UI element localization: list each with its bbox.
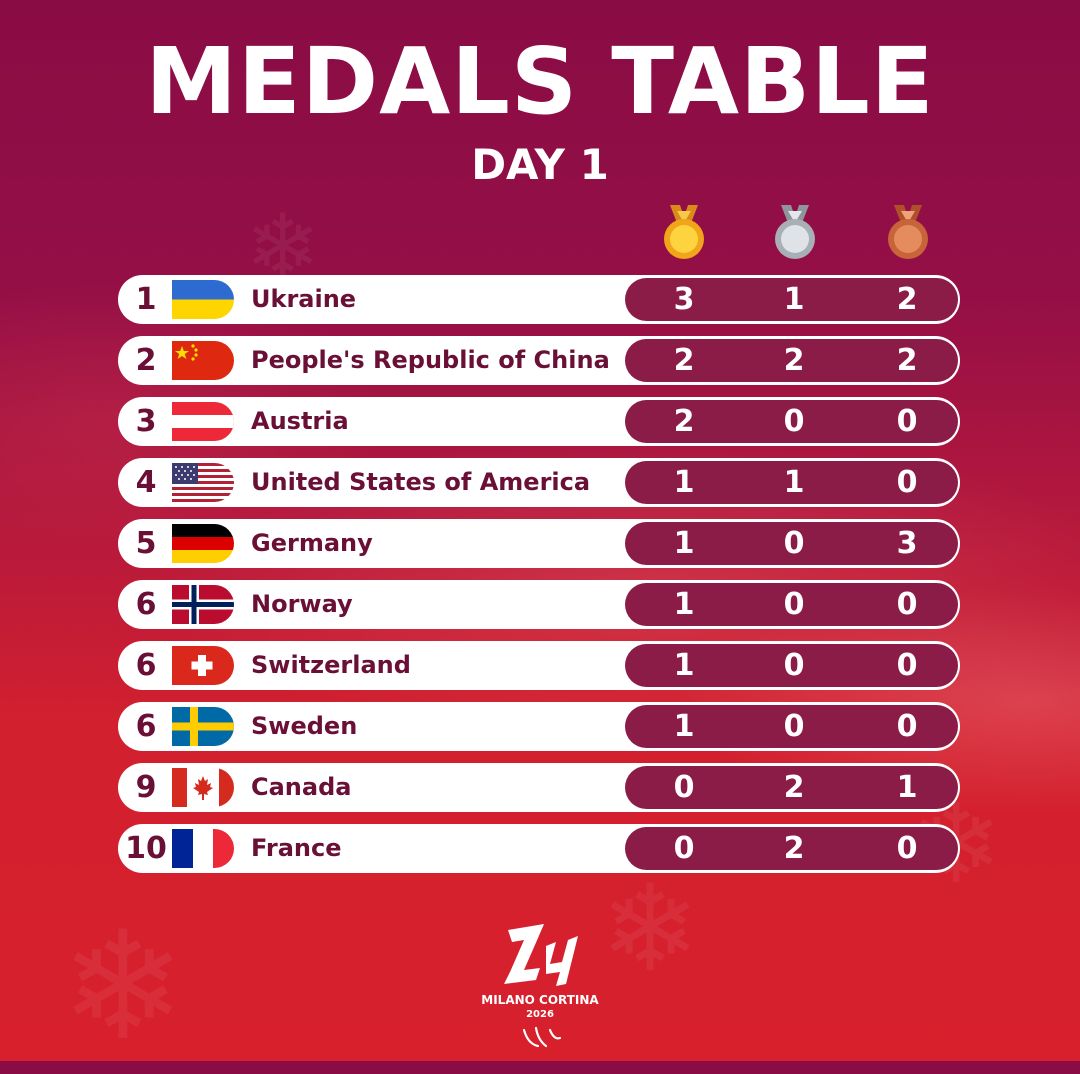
silver-count: 1 [783, 282, 805, 317]
gold-count: 1 [673, 648, 695, 683]
gold-count: 0 [673, 770, 695, 805]
country-name: People's Republic of China [251, 346, 610, 374]
china-flag-icon [172, 341, 234, 380]
silver-count: 2 [783, 770, 805, 805]
gold-count: 2 [673, 343, 695, 378]
ukraine-flag-icon [172, 280, 234, 319]
rank: 10 [125, 831, 167, 866]
bronze-count: 0 [896, 648, 918, 683]
table-row: 2 People's Republic of China 2 2 2 [118, 336, 960, 385]
gold-count: 3 [673, 282, 695, 317]
medal-counts: 1 0 0 [625, 583, 958, 626]
usa-flag-icon [172, 463, 234, 502]
norway-flag-icon [172, 585, 234, 624]
table-row: 10 France 0 2 0 [118, 824, 960, 873]
paralympic-agitos-icon [522, 1026, 562, 1048]
milano-cortina-2026-logo: MILANO CORTINA 2026 [480, 912, 600, 1057]
country-name: France [251, 834, 342, 862]
table-row: 4 United States of America 1 1 0 [118, 458, 960, 507]
rank: 6 [135, 587, 157, 622]
snowflake-icon: ❄ [600, 860, 701, 999]
gold-count: 0 [673, 831, 695, 866]
rank: 5 [135, 526, 157, 561]
country-name: Germany [251, 529, 373, 557]
snowflake-icon: ❄ [60, 900, 186, 1074]
bronze-count: 0 [896, 587, 918, 622]
bronze-count: 2 [896, 282, 918, 317]
medal-counts: 0 2 1 [625, 766, 958, 809]
rank: 2 [135, 343, 157, 378]
gold-count: 1 [673, 587, 695, 622]
country-name: Switzerland [251, 651, 411, 679]
rank: 4 [135, 465, 157, 500]
bronze-count: 0 [896, 404, 918, 439]
silver-count: 2 [783, 831, 805, 866]
bronze-count: 3 [896, 526, 918, 561]
rank: 9 [135, 770, 157, 805]
country-name: Norway [251, 590, 353, 618]
germany-flag-icon [172, 524, 234, 563]
silver-count: 0 [783, 587, 805, 622]
country-name: Austria [251, 407, 349, 435]
medal-counts: 0 2 0 [625, 827, 958, 870]
page-subtitle: DAY 1 [471, 140, 609, 189]
gold-count: 1 [673, 526, 695, 561]
country-name: United States of America [251, 468, 591, 496]
table-row: 5 Germany 1 0 3 [118, 519, 960, 568]
switzerland-flag-icon [172, 646, 234, 685]
table-row: 9 Canada 0 2 1 [118, 763, 960, 812]
country-name: Ukraine [251, 285, 357, 313]
bronze-count: 0 [896, 709, 918, 744]
canada-flag-icon [172, 768, 234, 807]
bronze-medal-icon [884, 203, 932, 263]
bronze-count: 1 [896, 770, 918, 805]
gold-count: 1 [673, 709, 695, 744]
medal-counts: 3 1 2 [625, 278, 958, 321]
silver-count: 0 [783, 404, 805, 439]
medal-counts: 2 0 0 [625, 400, 958, 443]
page-title: MEDALS TABLE [145, 28, 935, 135]
table-row: 6 Sweden 1 0 0 [118, 702, 960, 751]
table-row: 6 Norway 1 0 0 [118, 580, 960, 629]
gold-count: 2 [673, 404, 695, 439]
bronze-count: 0 [896, 465, 918, 500]
silver-count: 2 [783, 343, 805, 378]
silver-count: 0 [783, 709, 805, 744]
silver-count: 1 [783, 465, 805, 500]
gold-count: 1 [673, 465, 695, 500]
rank: 1 [135, 282, 157, 317]
medal-counts: 1 0 0 [625, 644, 958, 687]
silver-count: 0 [783, 526, 805, 561]
gold-medal-icon [660, 203, 708, 263]
bronze-count: 2 [896, 343, 918, 378]
table-row: 3 Austria 2 0 0 [118, 397, 960, 446]
logo-line1: MILANO CORTINA [481, 993, 599, 1007]
austria-flag-icon [172, 402, 234, 441]
bronze-count: 0 [896, 831, 918, 866]
medal-counts: 1 0 0 [625, 705, 958, 748]
medal-counts: 1 0 3 [625, 522, 958, 565]
rank: 6 [135, 648, 157, 683]
table-row: 6 Switzerland 1 0 0 [118, 641, 960, 690]
table-row: 1 Ukraine 3 1 2 [118, 275, 960, 324]
medal-counts: 1 1 0 [625, 461, 958, 504]
logo-line2: 2026 [526, 1009, 554, 1020]
medal-counts: 2 2 2 [625, 339, 958, 382]
rank: 6 [135, 709, 157, 744]
rank: 3 [135, 404, 157, 439]
silver-medal-icon [771, 203, 819, 263]
country-name: Canada [251, 773, 352, 801]
sweden-flag-icon [172, 707, 234, 746]
france-flag-icon [172, 829, 234, 868]
silver-count: 0 [783, 648, 805, 683]
country-name: Sweden [251, 712, 358, 740]
